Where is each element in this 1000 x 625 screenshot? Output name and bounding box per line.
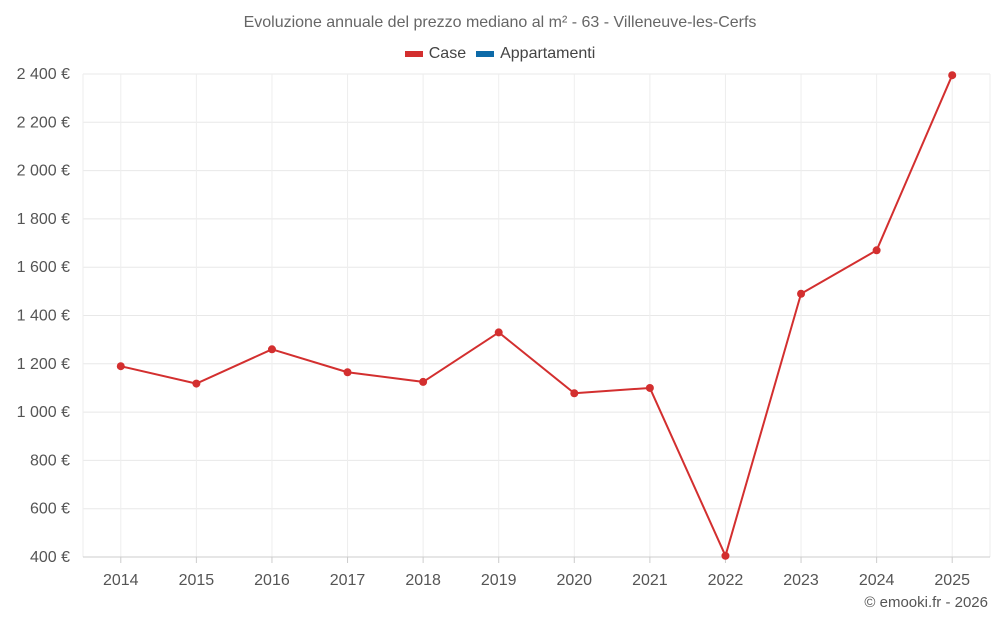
data-point-2017	[343, 368, 352, 377]
data-point-2022	[721, 551, 730, 560]
data-point-2025	[948, 71, 957, 80]
data-point-2020	[570, 389, 579, 398]
y-tick-label: 1 800 €	[17, 211, 70, 228]
x-tick-label: 2017	[330, 572, 366, 589]
y-tick-label: 2 400 €	[17, 66, 70, 83]
y-tick-label: 800 €	[30, 452, 70, 469]
y-tick-label: 2 000 €	[17, 163, 70, 180]
chart-title: Evoluzione annuale del prezzo mediano al…	[243, 14, 757, 31]
x-tick-label: 2016	[254, 572, 290, 589]
data-point-2014	[116, 362, 125, 371]
legend: Case Appartamenti	[0, 45, 1000, 63]
legend-item-case[interactable]: Case	[404, 45, 467, 63]
y-tick-label: 1 200 €	[17, 356, 70, 373]
y-tick-label: 1 400 €	[17, 308, 70, 325]
data-point-2016	[267, 345, 276, 354]
x-tick-label: 2022	[708, 572, 744, 589]
x-tick-label: 2018	[405, 572, 441, 589]
data-point-2023	[797, 289, 806, 298]
legend-swatch-appartamenti	[476, 51, 495, 57]
x-tick-label: 2021	[632, 572, 668, 589]
data-point-2024	[872, 246, 881, 255]
x-tick-label: 2020	[556, 572, 592, 589]
x-tick-label: 2015	[179, 572, 215, 589]
data-point-2019	[494, 328, 503, 337]
x-tick-label: 2023	[783, 572, 819, 589]
x-tick-label: 2019	[481, 572, 517, 589]
x-tick-label: 2025	[934, 572, 970, 589]
series-line-case	[120, 74, 954, 557]
y-tick-label: 1 600 €	[17, 259, 70, 276]
credit-text: © emooki.fr - 2026	[864, 594, 988, 611]
x-tick-label: 2024	[859, 572, 895, 589]
data-point-2018	[419, 377, 428, 386]
y-tick-label: 600 €	[30, 501, 70, 518]
y-tick-label: 400 €	[30, 549, 70, 566]
y-tick-label: 1 000 €	[17, 404, 70, 421]
x-tick-label: 2014	[103, 572, 139, 589]
data-point-2015	[192, 379, 201, 388]
y-tick-label: 2 200 €	[17, 114, 70, 131]
legend-item-appartamenti[interactable]: Appartamenti	[476, 45, 595, 63]
legend-label-appartamenti: Appartamenti	[500, 45, 596, 62]
legend-swatch-case	[404, 51, 423, 57]
data-point-2021	[645, 383, 654, 392]
legend-label-case: Case	[428, 45, 467, 62]
